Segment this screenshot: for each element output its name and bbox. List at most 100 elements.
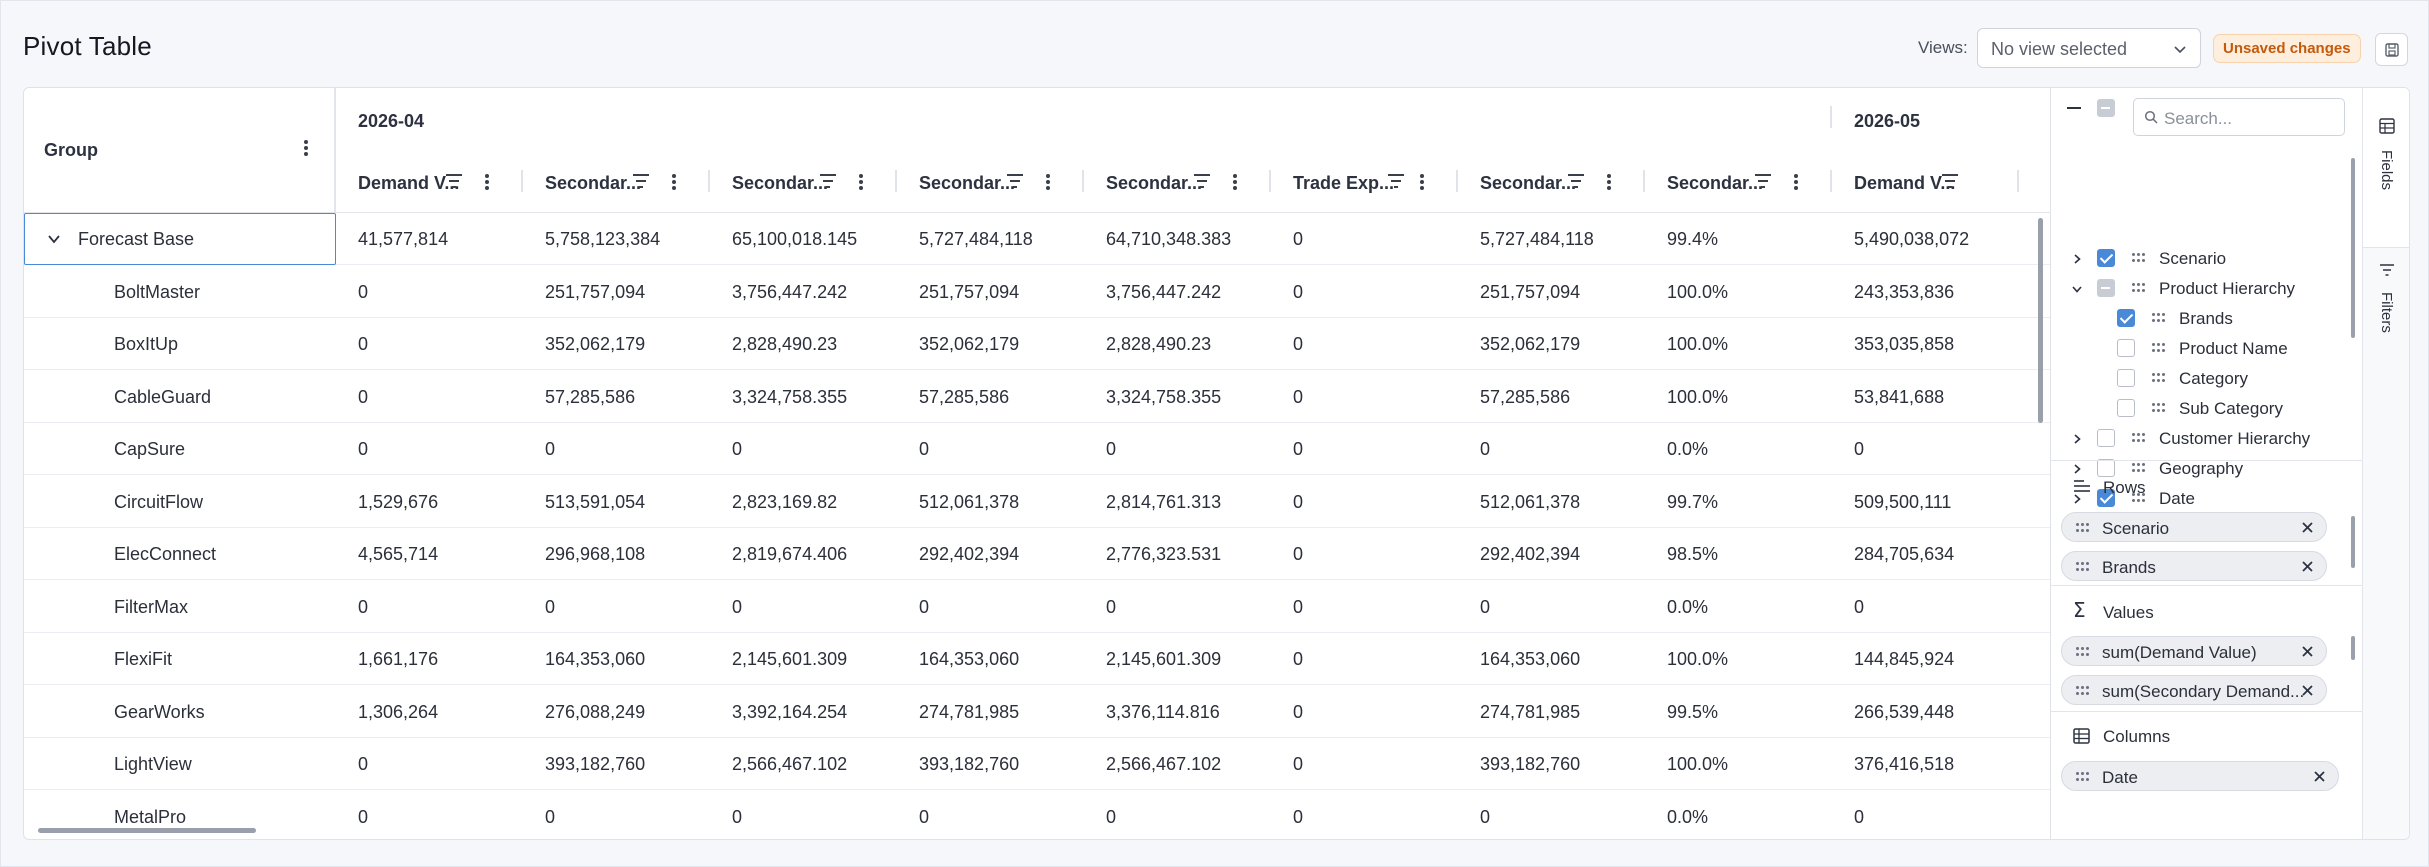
table-cell[interactable]: 0 [1293,649,1304,669]
column-header[interactable]: Secondar... [523,150,710,212]
table-cell[interactable]: 292,402,394 [1480,544,1581,564]
table-cell[interactable]: 164,353,060 [919,649,1020,669]
collapse-all-icon[interactable] [2067,107,2081,109]
field-chip[interactable]: sum(Secondary Demand... [2061,675,2327,705]
table-cell[interactable]: 2,828,490.23 [732,334,838,354]
field-chip[interactable]: Scenario [2061,512,2327,542]
column-header[interactable]: Secondar... [1645,150,1832,212]
table-cell[interactable]: 3,756,447.242 [1106,281,1222,302]
field-tree-item[interactable]: Product Name [2051,333,2351,363]
filter-icon[interactable] [818,172,838,190]
field-tree-item[interactable]: Sub Category [2051,393,2351,423]
table-cell[interactable]: 251,757,094 [919,281,1020,302]
views-select[interactable]: No view selected [1977,28,2201,68]
table-cell[interactable]: 2,145,601.309 [732,649,848,669]
table-cell[interactable]: 53,841,688 [1854,386,1945,407]
table-cell[interactable]: 0 [545,596,556,617]
table-cell[interactable]: 0 [1106,439,1117,459]
table-cell[interactable]: 5,490,038,072 [1854,229,1970,249]
table-row[interactable]: LightView 0 393,182,760 2,566,467.102 393,18… [24,738,2050,790]
table-cell[interactable]: 274,781,985 [1480,701,1581,722]
table-cell[interactable]: 0 [732,806,743,827]
table-cell[interactable]: 164,353,060 [545,649,646,669]
table-cell[interactable]: 2,776,323.531 [1106,544,1222,564]
more-vertical-icon[interactable] [304,140,308,156]
table-cell[interactable]: 393,182,760 [545,754,646,774]
table-cell[interactable]: 0 [1293,281,1304,302]
table-cell[interactable]: 3,756,447.242 [732,281,848,302]
field-checkbox[interactable] [2097,489,2115,507]
table-cell[interactable]: 0 [358,281,369,302]
drag-handle-icon[interactable] [2076,686,2090,696]
field-tree-item[interactable]: Scenario [2051,243,2351,273]
table-cell[interactable]: 0 [1854,806,1865,827]
table-cell[interactable]: 0.0% [1667,806,1709,827]
table-cell[interactable]: 0 [1480,806,1491,827]
table-cell[interactable]: 513,591,054 [545,491,646,512]
filter-icon[interactable] [1940,172,1960,190]
more-vertical-icon[interactable] [1607,174,1611,190]
table-cell[interactable]: 2,566,467.102 [1106,754,1222,774]
table-cell[interactable]: 5,758,123,384 [545,229,661,249]
filter-icon[interactable] [1566,172,1586,190]
table-cell[interactable]: 296,968,108 [545,544,646,564]
field-checkbox[interactable] [2097,429,2115,447]
table-cell[interactable]: 0 [545,806,556,827]
table-row[interactable]: ElecConnect 4,565,714 296,968,108 2,819,674… [24,528,2050,580]
table-cell[interactable]: 266,539,448 [1854,701,1955,722]
table-cell[interactable]: 57,285,586 [545,386,636,407]
table-cell[interactable]: 2,823,169.82 [732,491,838,512]
drag-handle-icon[interactable] [2132,433,2146,443]
table-cell[interactable]: 0 [919,439,930,459]
table-cell[interactable]: 376,416,518 [1854,754,1955,774]
table-cell[interactable]: 3,324,758.355 [732,386,848,407]
field-tree-item[interactable]: Category [2051,363,2351,393]
more-vertical-icon[interactable] [859,174,863,190]
table-row[interactable]: FlexiFit 1,661,176 164,353,060 2,145,601.30… [24,633,2050,685]
filter-icon[interactable] [1005,172,1025,190]
table-cell[interactable]: 2,819,674.406 [732,544,848,564]
table-row[interactable]: MetalPro 0 0 0 0 0 0 0 0.0% 0 [24,791,2050,840]
drag-handle-icon[interactable] [2076,562,2090,572]
table-cell[interactable]: 1,661,176 [358,649,439,669]
group-column-header[interactable]: Group [24,88,336,212]
table-cell[interactable]: 0 [545,439,556,459]
table-row[interactable]: CapSure 0 0 0 0 0 0 0 0.0% 0 [24,423,2050,475]
table-cell[interactable]: 100.0% [1667,386,1729,407]
drag-handle-icon[interactable] [2152,343,2166,353]
column-header[interactable]: Trade Exp... [1271,150,1458,212]
filter-icon[interactable] [1386,172,1406,190]
table-cell[interactable]: 100.0% [1667,334,1729,354]
close-icon[interactable] [2313,770,2326,783]
field-tree-item[interactable]: Geography [2051,453,2351,483]
filter-icon[interactable] [631,172,651,190]
drag-handle-icon[interactable] [2076,523,2090,533]
drag-handle-icon[interactable] [2152,373,2166,383]
table-cell[interactable]: 3,324,758.355 [1106,386,1222,407]
more-vertical-icon[interactable] [1046,174,1050,190]
table-cell[interactable]: 0 [358,754,369,774]
table-cell[interactable]: 0 [358,334,369,354]
table-cell[interactable]: 99.4% [1667,229,1719,249]
more-vertical-icon[interactable] [1233,174,1237,190]
field-chip[interactable]: sum(Demand Value) [2061,636,2327,666]
table-cell[interactable]: 0 [919,806,930,827]
chevron-right-icon[interactable] [2071,252,2083,264]
table-cell[interactable]: 0 [1854,439,1865,459]
table-cell[interactable]: 57,285,586 [1480,386,1571,407]
field-checkbox[interactable] [2097,249,2115,267]
table-cell[interactable]: 99.7% [1667,491,1719,512]
table-cell[interactable]: 0 [358,806,369,827]
table-cell[interactable]: 353,035,858 [1854,334,1955,354]
close-icon[interactable] [2301,560,2314,573]
table-cell[interactable]: 64,710,348.383 [1106,229,1232,249]
table-cell[interactable]: 0.0% [1667,596,1709,617]
field-chip[interactable]: Brands [2061,551,2327,581]
table-cell[interactable]: 2,566,467.102 [732,754,848,774]
close-icon[interactable] [2301,521,2314,534]
drag-handle-icon[interactable] [2132,253,2146,263]
table-cell[interactable]: 0 [1854,596,1865,617]
chevron-right-icon[interactable] [2071,492,2083,504]
table-cell[interactable]: 1,529,676 [358,491,439,512]
table-cell[interactable]: 0 [1293,754,1304,774]
